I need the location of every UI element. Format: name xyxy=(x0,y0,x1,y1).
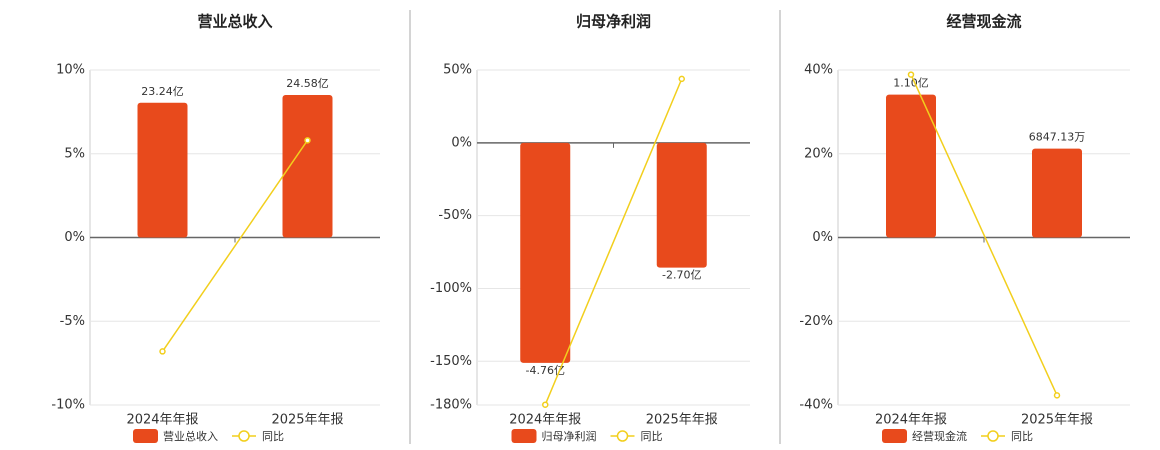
line-point xyxy=(542,401,549,408)
bar xyxy=(282,95,333,238)
legend-swatch xyxy=(511,429,537,443)
y-tick-label: 0% xyxy=(64,230,85,245)
x-tick-label: 2025年年报 xyxy=(1021,413,1093,428)
y-tick-label: -20% xyxy=(799,314,833,329)
legend-label: 营业总收入 xyxy=(163,429,218,443)
line xyxy=(161,139,309,352)
y-tick-label: 0% xyxy=(812,230,833,245)
line-point xyxy=(1053,392,1061,399)
y-tick-label: -100% xyxy=(430,281,472,296)
x-tick-label: 2024年年报 xyxy=(875,413,947,428)
x-tick-label: 2024年年报 xyxy=(126,413,198,428)
bar xyxy=(520,142,571,363)
line-point xyxy=(159,348,166,355)
bar xyxy=(656,142,707,268)
line-point xyxy=(304,137,311,144)
y-tick-label: -40% xyxy=(799,398,833,413)
chart-title: 经营现金流 xyxy=(946,13,1021,31)
bar xyxy=(886,94,936,238)
legend-point xyxy=(616,430,629,442)
y-tick-label: -180% xyxy=(430,398,472,413)
legend-label: 同比 xyxy=(641,430,663,443)
legend-point xyxy=(987,430,999,442)
y-tick-label: -10% xyxy=(51,398,85,413)
legend-label: 同比 xyxy=(1011,430,1033,443)
bar xyxy=(1032,148,1082,238)
data-label: 6847.13万 xyxy=(1029,131,1086,144)
legend-swatch xyxy=(133,429,158,443)
data-label: 23.24亿 xyxy=(141,85,184,98)
x-tick-label: 2024年年报 xyxy=(509,413,581,428)
y-tick-label: 50% xyxy=(443,63,472,78)
y-tick-label: 40% xyxy=(804,63,833,78)
chart-title: 归母净利润 xyxy=(576,13,651,31)
y-tick-label: 0% xyxy=(451,135,472,150)
chart-title: 营业总收入 xyxy=(197,13,272,31)
legend-label: 经营现金流 xyxy=(912,429,967,443)
data-label: 1.10亿 xyxy=(893,77,929,90)
line-point xyxy=(678,75,685,83)
line xyxy=(910,74,1058,396)
legend-label: 归母净利润 xyxy=(542,429,597,443)
data-label: 24.58亿 xyxy=(286,77,329,90)
y-tick-label: 20% xyxy=(804,146,833,161)
data-label: -4.76亿 xyxy=(526,364,565,377)
line-point xyxy=(907,71,915,78)
y-tick-label: 5% xyxy=(64,146,85,161)
line xyxy=(544,78,683,405)
legend-label: 同比 xyxy=(262,430,284,443)
x-tick-label: 2025年年报 xyxy=(646,413,718,428)
legend-swatch xyxy=(882,429,907,443)
legend-point xyxy=(238,430,250,442)
y-tick-label: -5% xyxy=(60,314,85,329)
x-tick-label: 2025年年报 xyxy=(271,413,343,428)
y-tick-label: 10% xyxy=(56,63,85,78)
bar xyxy=(137,102,188,238)
data-label: -2.70亿 xyxy=(662,269,701,282)
y-tick-label: -50% xyxy=(438,208,472,223)
y-tick-label: -150% xyxy=(430,354,472,369)
